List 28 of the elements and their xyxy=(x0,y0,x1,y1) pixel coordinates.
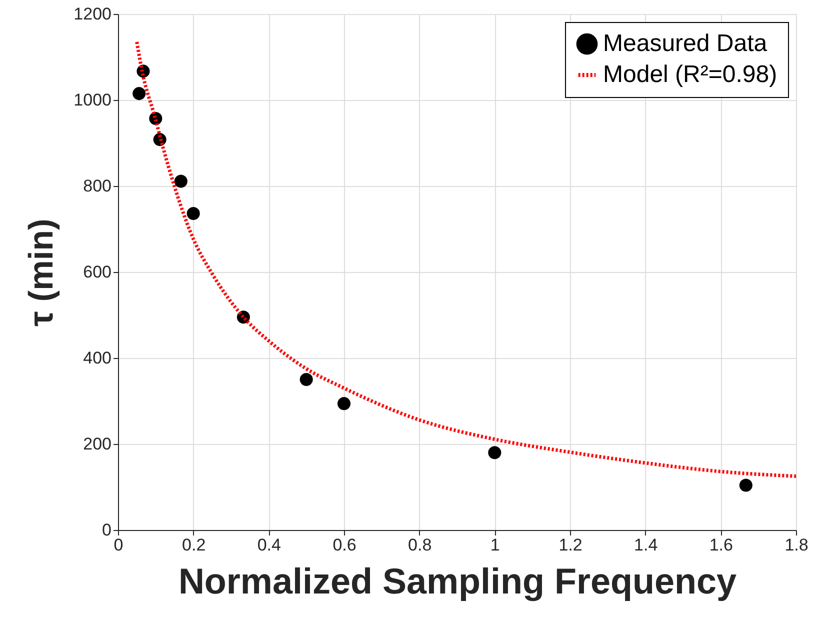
legend-label: Measured Data xyxy=(603,30,768,57)
y-tick-label: 0 xyxy=(102,520,112,540)
y-tick-label: 1200 xyxy=(74,4,112,24)
y-tick-label: 1000 xyxy=(74,90,112,110)
x-tick-label: 0.2 xyxy=(182,536,206,554)
legend-label: Model (R²=0.98) xyxy=(603,61,778,88)
point xyxy=(300,372,313,386)
y-tick-label: 800 xyxy=(83,176,112,196)
x-tick-label: 0 xyxy=(114,536,124,554)
y-axis-title: τ (min) xyxy=(22,218,61,326)
point xyxy=(337,397,351,410)
x-tick-label: 1.6 xyxy=(709,536,733,554)
point xyxy=(186,207,200,220)
x-tick-label: 0.6 xyxy=(332,536,356,554)
point xyxy=(132,87,146,100)
x-tick-label: 0.8 xyxy=(408,536,432,554)
x-tick-label: 1.2 xyxy=(558,536,582,554)
x-tick-label: 1 xyxy=(490,536,500,554)
y-tick-label: 600 xyxy=(83,262,112,282)
point xyxy=(739,478,752,492)
x-tick-label: 1.8 xyxy=(784,536,808,554)
y-tick-label: 200 xyxy=(83,434,112,454)
x-axis-title: Normalized Sampling Frequency xyxy=(178,560,737,602)
x-tick-label: 0.4 xyxy=(257,536,281,554)
x-tick-label: 1.4 xyxy=(634,536,658,554)
point xyxy=(174,174,188,188)
point xyxy=(488,446,502,460)
y-tick-label: 400 xyxy=(83,348,112,368)
